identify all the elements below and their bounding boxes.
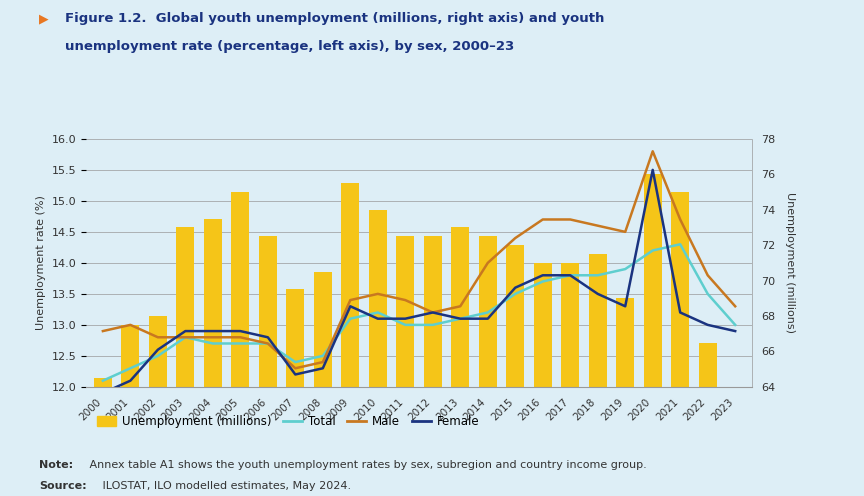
Text: unemployment rate (percentage, left axis), by sex, 2000–23: unemployment rate (percentage, left axis… xyxy=(65,40,514,53)
Bar xyxy=(259,236,276,387)
Y-axis label: Unemployment (millions): Unemployment (millions) xyxy=(785,192,795,333)
Text: Source:: Source: xyxy=(39,481,86,491)
Bar xyxy=(122,325,139,387)
Bar xyxy=(314,272,332,387)
Bar xyxy=(616,298,634,387)
Bar xyxy=(479,236,497,387)
Bar xyxy=(341,183,359,387)
Bar xyxy=(94,378,111,387)
Bar xyxy=(204,219,222,387)
Bar xyxy=(562,263,579,387)
Bar xyxy=(149,316,167,387)
Text: Annex table A1 shows the youth unemployment rates by sex, subregion and country : Annex table A1 shows the youth unemploym… xyxy=(86,460,647,470)
Bar xyxy=(588,254,607,387)
Bar xyxy=(232,192,250,387)
Bar xyxy=(534,263,552,387)
Bar xyxy=(699,343,716,387)
Bar xyxy=(644,174,662,387)
Bar xyxy=(397,236,414,387)
Legend: Unemployment (millions), Total, Male, Female: Unemployment (millions), Total, Male, Fe… xyxy=(92,411,484,433)
Bar xyxy=(176,228,194,387)
Bar xyxy=(451,228,469,387)
Text: Note:: Note: xyxy=(39,460,73,470)
Bar xyxy=(369,210,387,387)
Bar xyxy=(506,245,524,387)
Y-axis label: Unemployment rate (%): Unemployment rate (%) xyxy=(36,195,47,330)
Bar xyxy=(424,236,442,387)
Text: Figure 1.2.  Global youth unemployment (millions, right axis) and youth: Figure 1.2. Global youth unemployment (m… xyxy=(65,12,604,25)
Bar xyxy=(671,192,689,387)
Text: ILOSTAT, ILO modelled estimates, May 2024.: ILOSTAT, ILO modelled estimates, May 202… xyxy=(99,481,352,491)
Text: ▶: ▶ xyxy=(39,12,48,25)
Bar xyxy=(286,290,304,387)
